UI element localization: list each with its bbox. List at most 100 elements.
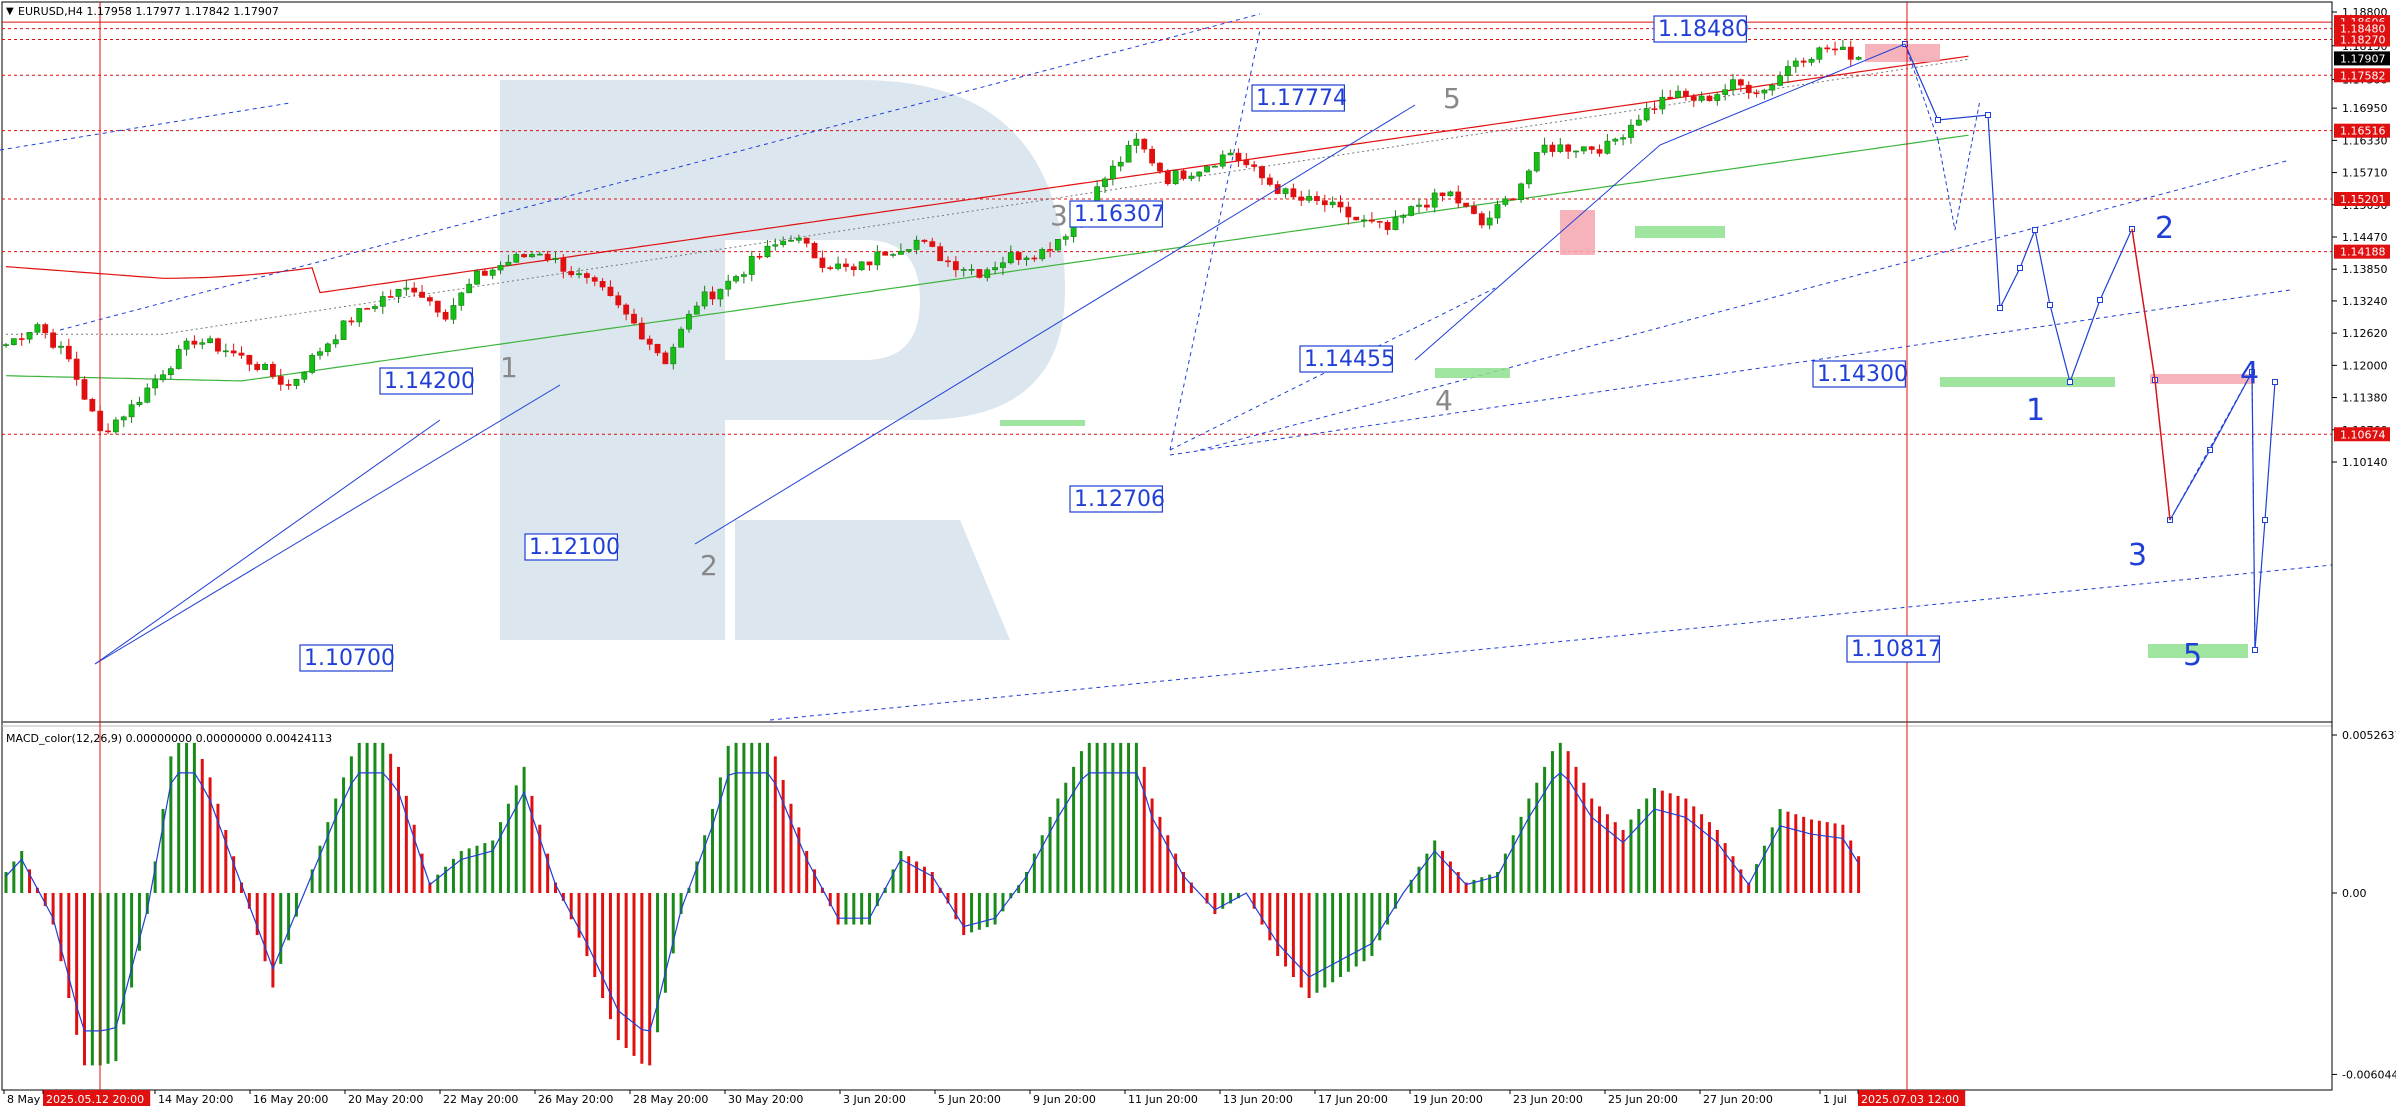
price-marker-bg — [2334, 427, 2390, 442]
candle-body — [1604, 140, 1611, 154]
candle-body — [1047, 249, 1053, 251]
candle-body — [215, 338, 221, 352]
candle-body — [120, 416, 127, 421]
candle-body — [662, 352, 669, 365]
candle-body — [1557, 144, 1564, 152]
candle-body — [1400, 215, 1407, 218]
price-label-text: 1.17774 — [1256, 86, 1347, 111]
candle-body — [317, 351, 323, 356]
candle-body — [1321, 200, 1328, 206]
wave-node — [1935, 117, 1941, 123]
macd-tick-label: 0.0052637 — [2342, 729, 2396, 742]
candle-body — [1141, 138, 1148, 150]
candle-body — [1824, 47, 1831, 50]
candle-body — [1000, 262, 1006, 268]
candle-body — [364, 308, 370, 310]
price-tick-label: 1.12000 — [2342, 359, 2388, 372]
price-tick-label: 1.10140 — [2342, 456, 2388, 469]
time-tick-label: 3 Jun 20:00 — [843, 1093, 906, 1106]
candle-body — [1369, 219, 1375, 222]
candle-body — [678, 328, 684, 348]
candle-body — [372, 306, 378, 309]
candle-body — [113, 419, 119, 433]
candle-body — [1164, 170, 1171, 185]
candle-body — [160, 374, 166, 381]
price-label-box — [379, 367, 474, 395]
candle-body — [466, 283, 473, 294]
candle-body — [1290, 188, 1297, 198]
candle-body — [332, 339, 339, 345]
macd-histogram — [4, 742, 1861, 1066]
candle-body — [623, 304, 630, 315]
wave-node — [2207, 447, 2213, 453]
candle-body — [191, 340, 198, 345]
candle-body — [42, 324, 49, 334]
candle-body — [615, 295, 622, 306]
candle-body — [788, 240, 794, 242]
candle-body — [733, 276, 739, 282]
candle-body — [1722, 89, 1729, 95]
price-label-text: 1.14455 — [1304, 347, 1395, 372]
time-tick-label: 30 May 20:00 — [728, 1093, 803, 1106]
candle-body — [144, 387, 151, 403]
time-tick-label: 11 Jun 20:00 — [1128, 1093, 1198, 1106]
candle-body — [740, 274, 747, 277]
candle-body — [1635, 119, 1642, 126]
candle-body — [709, 291, 716, 300]
candle-body — [1510, 198, 1517, 201]
candle-body — [1526, 170, 1532, 185]
trend-line — [94, 419, 441, 665]
candle-body — [1573, 150, 1579, 153]
candle-body — [1792, 60, 1799, 67]
candle-body — [536, 253, 543, 256]
candle-body — [1431, 192, 1438, 208]
candle-body — [1133, 138, 1140, 146]
candle-body — [1188, 175, 1195, 179]
candle-body — [803, 237, 810, 244]
candle-body — [913, 239, 920, 250]
time-tick-label: 16 May 20:00 — [253, 1093, 328, 1106]
candle-body — [1062, 236, 1069, 240]
candle-body — [1235, 152, 1242, 161]
wave-node — [2067, 379, 2073, 385]
price-marker-label: 1.18480 — [2340, 23, 2386, 36]
candle-body — [1031, 257, 1038, 260]
candle-body — [1329, 201, 1336, 206]
candle-body — [921, 239, 928, 242]
time-tick-label: 2025.07.03 12:00 — [1861, 1093, 1959, 1106]
candle-body — [277, 376, 284, 385]
candle-body — [1612, 138, 1619, 142]
candle-body — [1227, 152, 1234, 156]
header-arrow-icon[interactable]: ▼ — [6, 6, 14, 17]
candle-body — [513, 254, 520, 263]
candle-body — [1439, 192, 1446, 197]
time-tick-label: 17 Jun 20:00 — [1318, 1093, 1388, 1106]
candle-body — [309, 355, 316, 373]
candle-body — [1494, 204, 1501, 219]
wave-node — [2097, 297, 2103, 303]
candle-body — [850, 266, 857, 271]
wave-label-blue: 4 — [2240, 356, 2259, 391]
candle-body — [529, 254, 535, 258]
candle-body — [1730, 79, 1736, 91]
candle-body — [1117, 161, 1124, 167]
zone-rect — [2150, 374, 2255, 384]
candle-body — [717, 288, 724, 300]
price-label-text: 1.12100 — [529, 535, 620, 560]
candle-body — [450, 305, 457, 320]
candle-body — [1204, 166, 1210, 173]
zone-rect — [2148, 644, 2248, 658]
candle-body — [1423, 204, 1430, 208]
candle-body — [1486, 217, 1493, 226]
candle-body — [1769, 85, 1776, 91]
wave-node — [2272, 379, 2278, 385]
wave-node — [2017, 265, 2023, 271]
candle-body — [442, 311, 449, 320]
candle-body — [293, 378, 300, 386]
price-marker-label: 1.10674 — [2340, 428, 2386, 441]
candle-body — [1416, 204, 1422, 207]
candle-body — [1588, 146, 1595, 150]
candle-body — [670, 346, 677, 365]
candle-body — [10, 338, 17, 345]
